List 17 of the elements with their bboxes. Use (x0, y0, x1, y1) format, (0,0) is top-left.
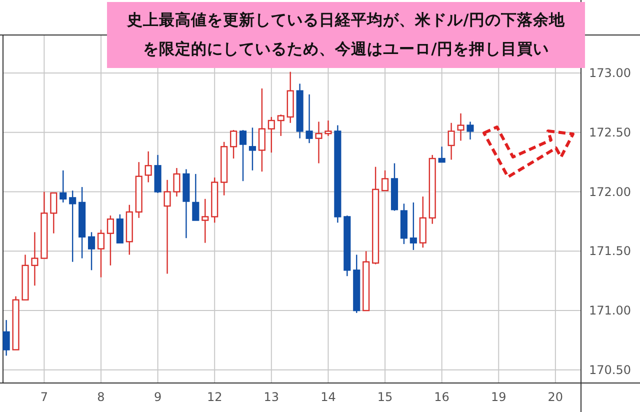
x-tick-label: 7 (40, 390, 48, 404)
y-tick-label: 172.50 (589, 125, 631, 140)
x-tick-label: 13 (264, 390, 280, 404)
y-tick-label: 173.00 (589, 66, 631, 80)
x-tick-label: 14 (320, 390, 336, 404)
x-tick-label: 20 (548, 390, 564, 404)
x-tick-label: 19 (490, 390, 506, 404)
y-tick-label: 170.50 (589, 362, 631, 377)
x-tick-label: 12 (206, 390, 222, 404)
y-tick-label: 171.00 (589, 304, 631, 318)
y-tick-label: 172.00 (589, 184, 631, 199)
x-tick-label: 15 (377, 390, 393, 404)
y-tick-label: 171.50 (589, 244, 631, 258)
x-tick-label: 8 (97, 390, 105, 404)
chart-title: 史上最高値を更新している日経平均が、米ドル/円の下落余地を限定的にしているため、今週はユーロ/円を押し目買い (107, 2, 585, 68)
x-tick-label: 16 (434, 390, 450, 404)
x-tick-label: 9 (154, 390, 162, 404)
